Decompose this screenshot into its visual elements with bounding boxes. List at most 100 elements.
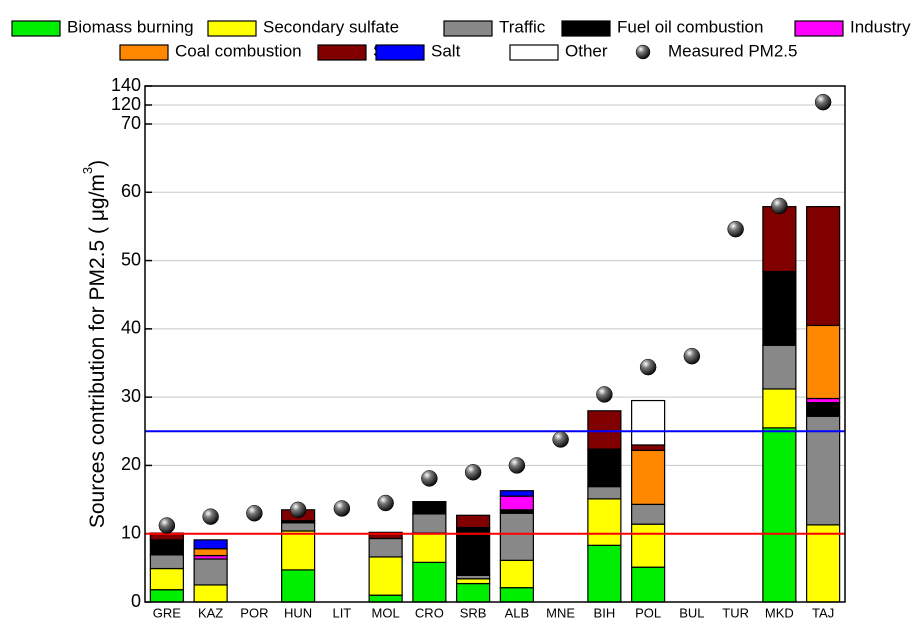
y-tick-label: 70 [121, 113, 141, 133]
measured-point [246, 504, 263, 522]
bar-segment [193, 548, 228, 557]
measured-point [158, 517, 176, 534]
x-tick-label: BIH [594, 605, 616, 619]
x-tick-label: SRB [460, 605, 487, 619]
x-tick-label: BUL [679, 605, 704, 619]
bar-segment [587, 544, 622, 603]
bar-segment [631, 444, 666, 452]
legend-label: Traffic [499, 17, 546, 36]
bar-segment [456, 514, 491, 529]
measured-point [421, 470, 438, 487]
bar-segment [499, 587, 534, 603]
bar-segment [456, 582, 491, 603]
x-tick-label: MKD [765, 605, 794, 619]
bar-segment [806, 415, 841, 526]
bar-segment [631, 503, 666, 525]
legend-label: Biomass burning [67, 17, 194, 36]
legend-label: Fuel oil combustion [617, 17, 763, 36]
measured-point [289, 501, 307, 519]
bar-segment [631, 449, 666, 505]
bar-segment [762, 344, 797, 390]
bar-segment [762, 270, 797, 346]
bar-segment [281, 522, 316, 532]
x-tick-label: TUR [722, 605, 749, 619]
legend-swatch [317, 44, 367, 61]
bar-segment [499, 512, 534, 561]
measured-point [771, 197, 788, 215]
bar-segment [499, 490, 534, 497]
y-label-end: ) [86, 160, 109, 167]
legend-swatch [561, 20, 611, 37]
x-tick-label: POL [635, 605, 661, 619]
bar-segment [149, 539, 184, 556]
legend-label: Secondary sulfate [263, 17, 399, 36]
legend-swatch [375, 44, 425, 61]
y-tick-label: 30 [121, 386, 141, 406]
bar-segment [456, 578, 491, 585]
x-tick-label: GRE [153, 605, 182, 619]
measured-point [814, 93, 832, 111]
legend-label: Coal combustion [175, 41, 302, 60]
bar-segment [281, 569, 316, 603]
bar-segment [281, 530, 316, 571]
bar-segment [587, 410, 622, 450]
bar-segment [149, 567, 184, 591]
y-tick-label: 40 [121, 318, 141, 338]
bar-segment [412, 532, 447, 563]
y-tick-label: 50 [121, 249, 141, 269]
bar-segment [631, 566, 666, 603]
measured-point [333, 500, 351, 517]
legend-label: Industry [850, 17, 911, 36]
bar-segment [587, 448, 622, 488]
bar-segment [412, 561, 447, 603]
bar-segment [193, 558, 228, 586]
legend-swatch [794, 20, 844, 37]
bar-segment [499, 559, 534, 589]
x-tick-label: CRO [415, 605, 444, 619]
legend-marker [635, 44, 651, 60]
y-label-text: Sources contribution for PM2.5 ( μg/m [86, 174, 109, 528]
measured-point [683, 347, 701, 365]
legend-label: Other [565, 41, 608, 60]
legend-swatch [207, 20, 257, 37]
measured-point [508, 457, 526, 474]
bar-segment [456, 526, 491, 576]
bar-segment [587, 485, 622, 500]
y-tick-label: 20 [121, 454, 141, 474]
y-tick-label: 60 [121, 181, 141, 201]
legend-swatch [443, 20, 493, 37]
bar-segment [149, 589, 184, 603]
x-tick-label: KAZ [198, 605, 223, 619]
bar-segment [149, 554, 184, 570]
bar-segment [368, 594, 403, 603]
measured-point [202, 508, 219, 525]
x-tick-label: ALB [505, 605, 530, 619]
x-tick-label: POR [240, 605, 268, 619]
bar-segment [631, 399, 666, 446]
bar-segment [631, 523, 666, 568]
bar-segment [806, 524, 841, 603]
bar-segment [762, 388, 797, 429]
measured-point [596, 386, 613, 403]
y-label-sup: 3 [80, 167, 95, 174]
legend-label: Measured PM2.5 [668, 41, 797, 60]
bar-segment [412, 513, 447, 534]
bar-segment [806, 397, 841, 404]
y-tick-label: 10 [121, 522, 141, 542]
bar-segment [412, 501, 447, 515]
legend-label: Salt [431, 41, 461, 60]
x-tick-label: LIT [332, 605, 351, 619]
x-tick-label: TAJ [812, 605, 834, 619]
bar-segment [193, 584, 228, 603]
bar-segment [193, 539, 228, 550]
x-tick-label: MOL [372, 605, 400, 619]
bar-segment [368, 537, 403, 558]
measured-point [639, 358, 657, 376]
x-tick-label: MNE [546, 605, 575, 619]
measured-point [464, 464, 482, 481]
bar-segment [762, 206, 797, 273]
y-tick-label: 140 [111, 75, 141, 95]
bar-segment [368, 531, 403, 540]
plot-frame [144, 85, 846, 603]
